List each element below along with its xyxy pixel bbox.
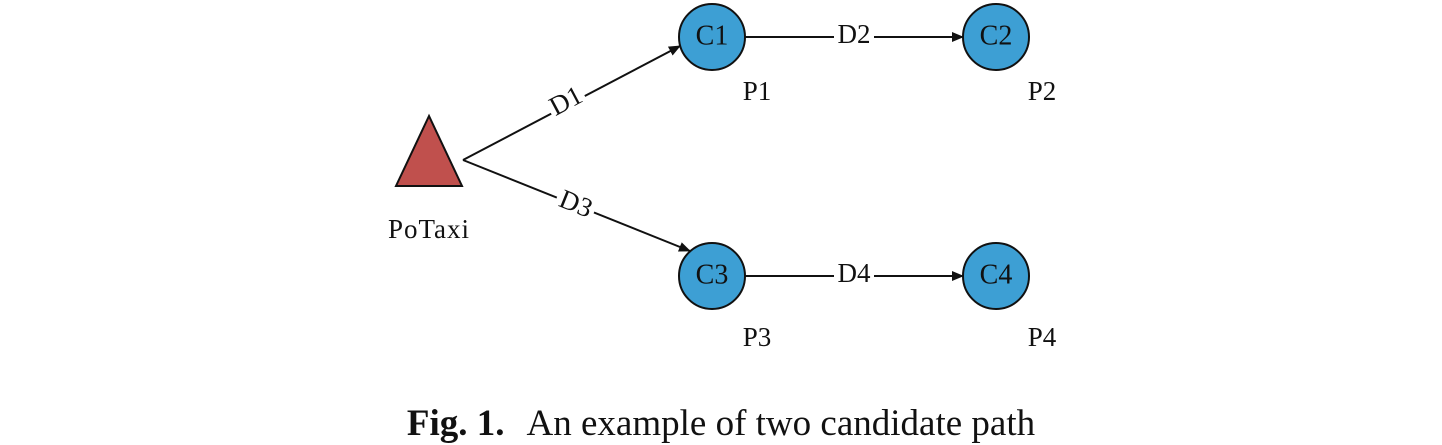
edge-label-d1-bg [543, 80, 591, 126]
candidate-path-diagram: D1 D3 D2 D4 PoTaxi C1 C2 C3 C4 P1 P2 P3 … [388, 3, 1057, 352]
node-c3 [678, 242, 746, 310]
node-label-c1: C1 [696, 20, 729, 51]
edge-label-d2: D2 [838, 19, 871, 49]
figure-caption-text: An example of two candidate path [526, 403, 1036, 444]
node-label-c4: C4 [980, 259, 1013, 290]
taxi-label: PoTaxi [388, 214, 470, 244]
place-label-p1: P1 [743, 76, 772, 106]
place-label-p2: P2 [1028, 76, 1057, 106]
edge-label-d1: D1 [544, 80, 587, 122]
edge-label-d2-bg [834, 22, 874, 52]
node-c4 [962, 242, 1030, 310]
node-label-c3: C3 [696, 259, 729, 290]
edge-label-d3-bg [550, 184, 600, 228]
node-c2 [962, 3, 1030, 71]
figure-number: Fig. 1. [406, 403, 505, 444]
node-label-c2: C2 [980, 20, 1013, 51]
place-label-p4: P4 [1028, 322, 1057, 352]
edge-label-d4: D4 [838, 258, 871, 288]
triangle-icon [394, 113, 464, 187]
place-label-p3: P3 [743, 322, 772, 352]
figure-caption: Fig. 1. An example of two candidate path [0, 402, 1442, 445]
node-c1 [678, 3, 746, 71]
edge-label-d4-bg [834, 261, 874, 291]
